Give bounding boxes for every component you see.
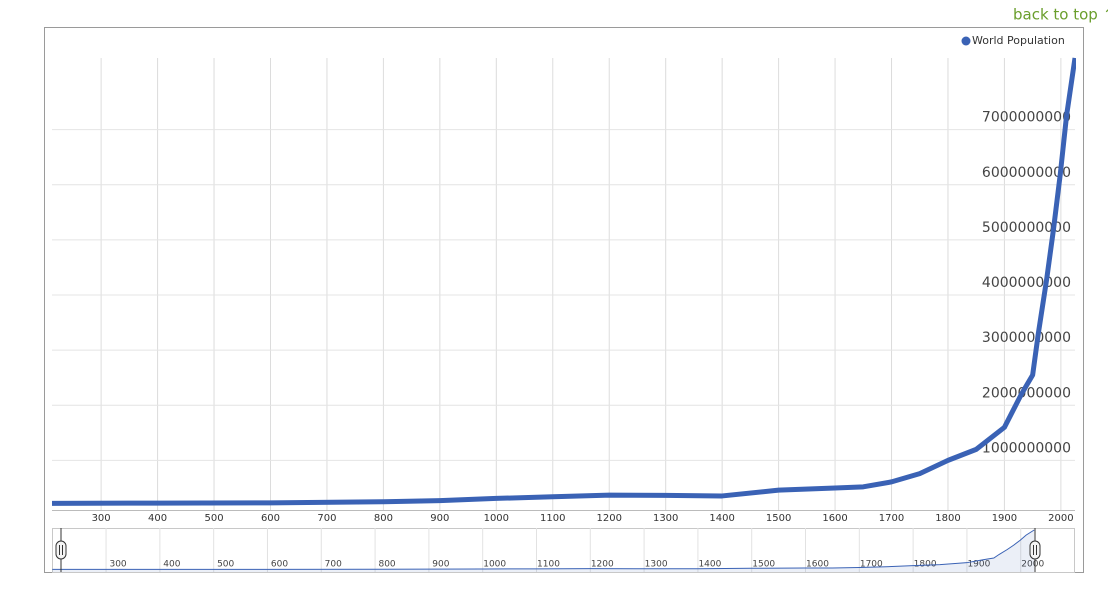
navigator-tick-label: 900: [432, 560, 449, 570]
series-line: [52, 57, 1076, 506]
y-tick-label: 7000000000: [982, 110, 1071, 126]
chart-frame: [44, 27, 1084, 573]
legend-marker: [961, 36, 971, 46]
x-tick-label: 1500: [766, 513, 791, 524]
navigator-tick-label: 1500: [752, 560, 775, 570]
x-tick-label: 2000: [1048, 513, 1073, 524]
x-tick-label: 1700: [879, 513, 904, 524]
x-tick-label: 500: [204, 513, 223, 524]
navigator-tick-label: 1700: [860, 560, 883, 570]
navigator-tick-label: 2000: [1021, 560, 1044, 570]
navigator-tick-label: 1600: [806, 560, 829, 570]
navigator-frame: [52, 528, 1075, 573]
x-tick-label: 1600: [822, 513, 847, 524]
x-tick-label: 1800: [935, 513, 960, 524]
navigator-tick-label: 1200: [591, 560, 614, 570]
y-tick-label: 2000000000: [982, 385, 1071, 401]
x-tick-label: 1400: [709, 513, 734, 524]
x-tick-label: 700: [317, 513, 336, 524]
navigator-tick-label: 1000: [483, 560, 506, 570]
x-tick-label: 300: [92, 513, 111, 524]
navigator-area: [52, 529, 1035, 572]
navigator-tick-label: 1900: [967, 560, 990, 570]
navigator-tick-label: 300: [109, 560, 126, 570]
navigator-tick-label: 500: [217, 560, 234, 570]
navigator-fill: [52, 530, 1035, 572]
navigator-tick-label: 1100: [537, 560, 560, 570]
y-tick-label: 1000000000: [982, 440, 1071, 456]
x-tick-label: 400: [148, 513, 167, 524]
back-to-top-link[interactable]: back to top ↑: [1013, 6, 1108, 24]
x-tick-label: 1100: [540, 513, 565, 524]
legend-label: World Population: [972, 34, 1065, 47]
x-tick-label: 1300: [653, 513, 678, 524]
navigator-handle[interactable]: [55, 540, 67, 560]
navigator-tick-label: 600: [271, 560, 288, 570]
x-tick-label: 1000: [484, 513, 509, 524]
navigator-tick-label: 1400: [698, 560, 721, 570]
navigator-tick-label: 400: [163, 560, 180, 570]
navigator-tick-label: 700: [325, 560, 342, 570]
navigator-tick-label: 1300: [645, 560, 668, 570]
x-tick-label: 600: [261, 513, 280, 524]
y-tick-label: 4000000000: [982, 275, 1071, 291]
navigator-tick-label: 1800: [914, 560, 937, 570]
navigator-line: [52, 529, 1035, 570]
y-tick-label: 3000000000: [982, 330, 1071, 346]
plot-area: [52, 57, 1076, 506]
y-tick-label: 5000000000: [982, 220, 1071, 236]
x-tick-label: 1200: [597, 513, 622, 524]
x-tick-label: 800: [374, 513, 393, 524]
navigator-handle[interactable]: [1029, 540, 1041, 560]
x-tick-label: 1900: [992, 513, 1017, 524]
y-tick-label: 6000000000: [982, 165, 1071, 181]
x-tick-label: 900: [430, 513, 449, 524]
navigator-tick-label: 800: [378, 560, 395, 570]
